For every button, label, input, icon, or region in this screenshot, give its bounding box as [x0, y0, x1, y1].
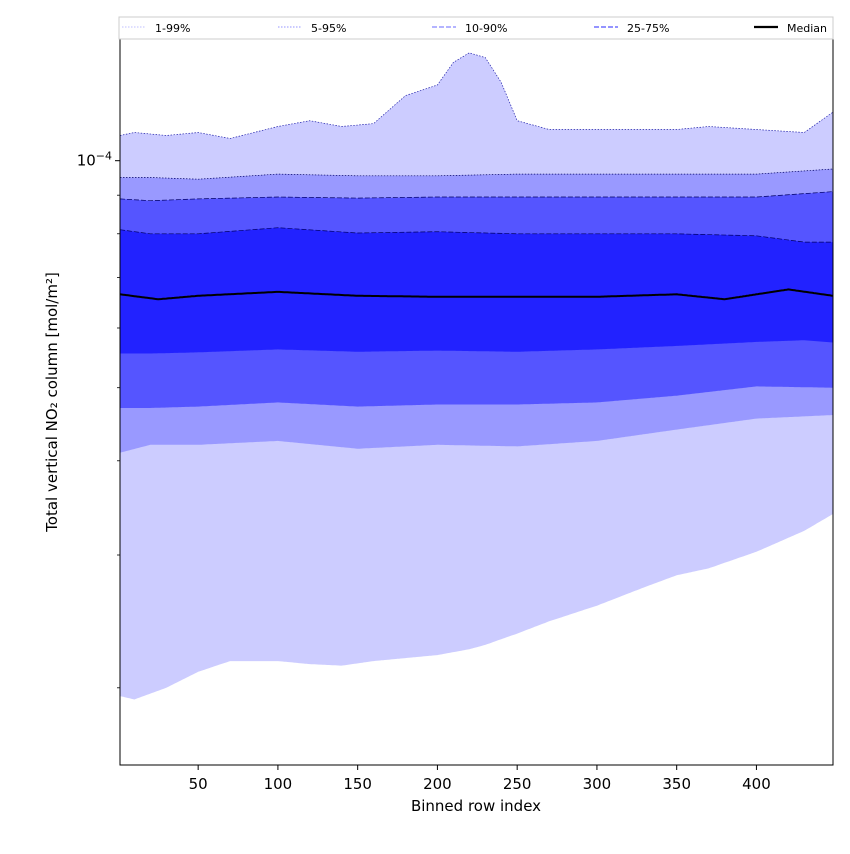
x-tick-label: 350	[662, 775, 691, 793]
band-5-95--edge	[120, 168, 833, 180]
band-1-99--edge	[120, 52, 833, 139]
x-tick-label: 200	[423, 775, 452, 793]
x-axis: 50 100 150 200 250 300 350 400	[189, 765, 771, 793]
band-10-90--edge	[120, 191, 833, 202]
x-tick-label: 150	[343, 775, 372, 793]
y-tick-label: 10−4	[77, 150, 112, 170]
band-25-75-	[120, 227, 833, 354]
legend: 1-99% 5-95% 10-90% 25-75% Median	[118, 16, 834, 40]
y-axis: 10−4	[77, 150, 120, 689]
lines-layer	[120, 52, 833, 301]
bands-layer	[120, 52, 833, 700]
x-tick-label: 50	[189, 775, 208, 793]
band-25-75--edge	[120, 227, 833, 243]
x-tick-label: 400	[742, 775, 771, 793]
legend-label-1-99-: 1-99%	[155, 22, 190, 35]
x-tick-label: 250	[503, 775, 532, 793]
x-tick-label: 100	[264, 775, 293, 793]
legend-label-median: Median	[787, 22, 827, 35]
y-axis-label: Total vertical NO₂ column [mol/m²]	[43, 272, 61, 533]
x-axis-label: Binned row index	[411, 797, 541, 815]
legend-label-5-95-: 5-95%	[311, 22, 346, 35]
legend-label-10-90-: 10-90%	[465, 22, 507, 35]
x-tick-label: 300	[583, 775, 612, 793]
legend-label-25-75-: 25-75%	[627, 22, 669, 35]
median-line	[120, 288, 833, 301]
legend-box	[118, 16, 834, 40]
